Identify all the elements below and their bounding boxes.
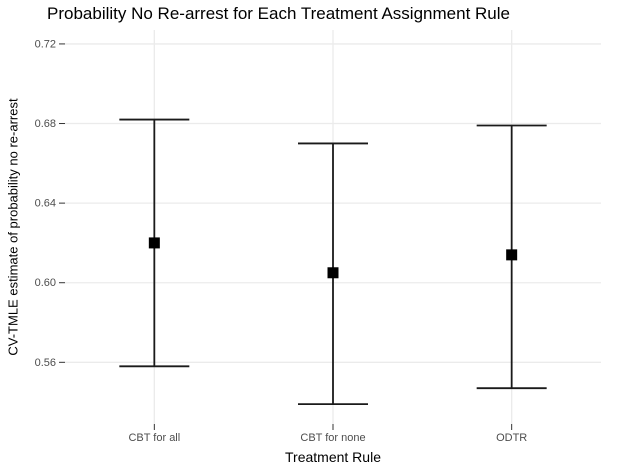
x-axis-tick-label: CBT for all [128,432,180,444]
point-estimate-marker [506,249,518,261]
x-axis-tick-label: CBT for none [300,432,365,444]
point-estimate-marker [327,267,339,279]
plot-title: Probability No Re-arrest for Each Treatm… [47,4,510,23]
y-axis-tick-label: 0.72 [35,38,56,50]
point-estimate-marker [148,237,160,249]
y-axis-tick-label: 0.68 [35,118,56,130]
y-axis-tick-label: 0.64 [35,198,56,210]
y-axis-tick-label: 0.60 [35,277,56,289]
x-axis-tick-label: ODTR [496,432,527,444]
x-axis-title: Treatment Rule [285,449,381,465]
y-axis-tick-label: 0.56 [35,357,56,369]
